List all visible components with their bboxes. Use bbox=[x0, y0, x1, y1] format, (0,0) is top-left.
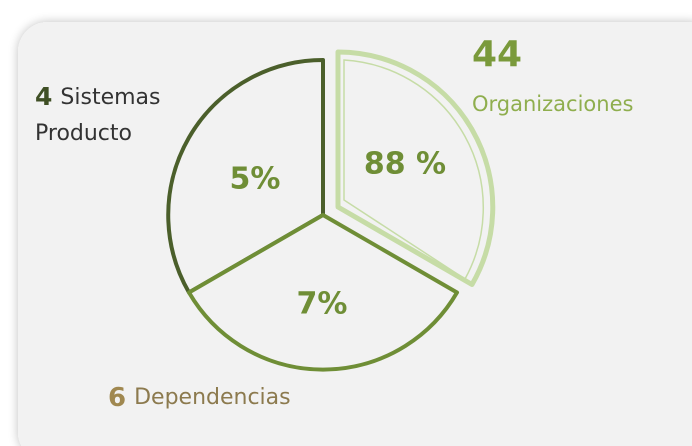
wedge-dependencias bbox=[187, 213, 459, 372]
label-dependencias: Dependencias bbox=[134, 385, 291, 410]
label-organizaciones: Organizaciones bbox=[472, 92, 633, 116]
label-sistemas-line2: Producto bbox=[35, 121, 132, 146]
label-dependencias-line: 6 Dependencias bbox=[108, 383, 291, 413]
label-sistemas-line1: 4 Sistemas bbox=[35, 82, 160, 111]
count-sistemas: 4 bbox=[35, 82, 52, 111]
wedge-sistemas bbox=[166, 58, 325, 295]
count-dependencias: 6 bbox=[108, 383, 126, 413]
count-organizaciones: 44 bbox=[472, 34, 522, 75]
percent-organizaciones: 88 % bbox=[364, 147, 446, 182]
wedge-organizaciones bbox=[335, 49, 496, 287]
percent-dependencias: 7% bbox=[297, 287, 348, 322]
percent-sistemas: 5% bbox=[230, 162, 281, 197]
label-sistemas: Sistemas bbox=[60, 85, 160, 110]
wedge-organizaciones-inner bbox=[343, 59, 484, 281]
